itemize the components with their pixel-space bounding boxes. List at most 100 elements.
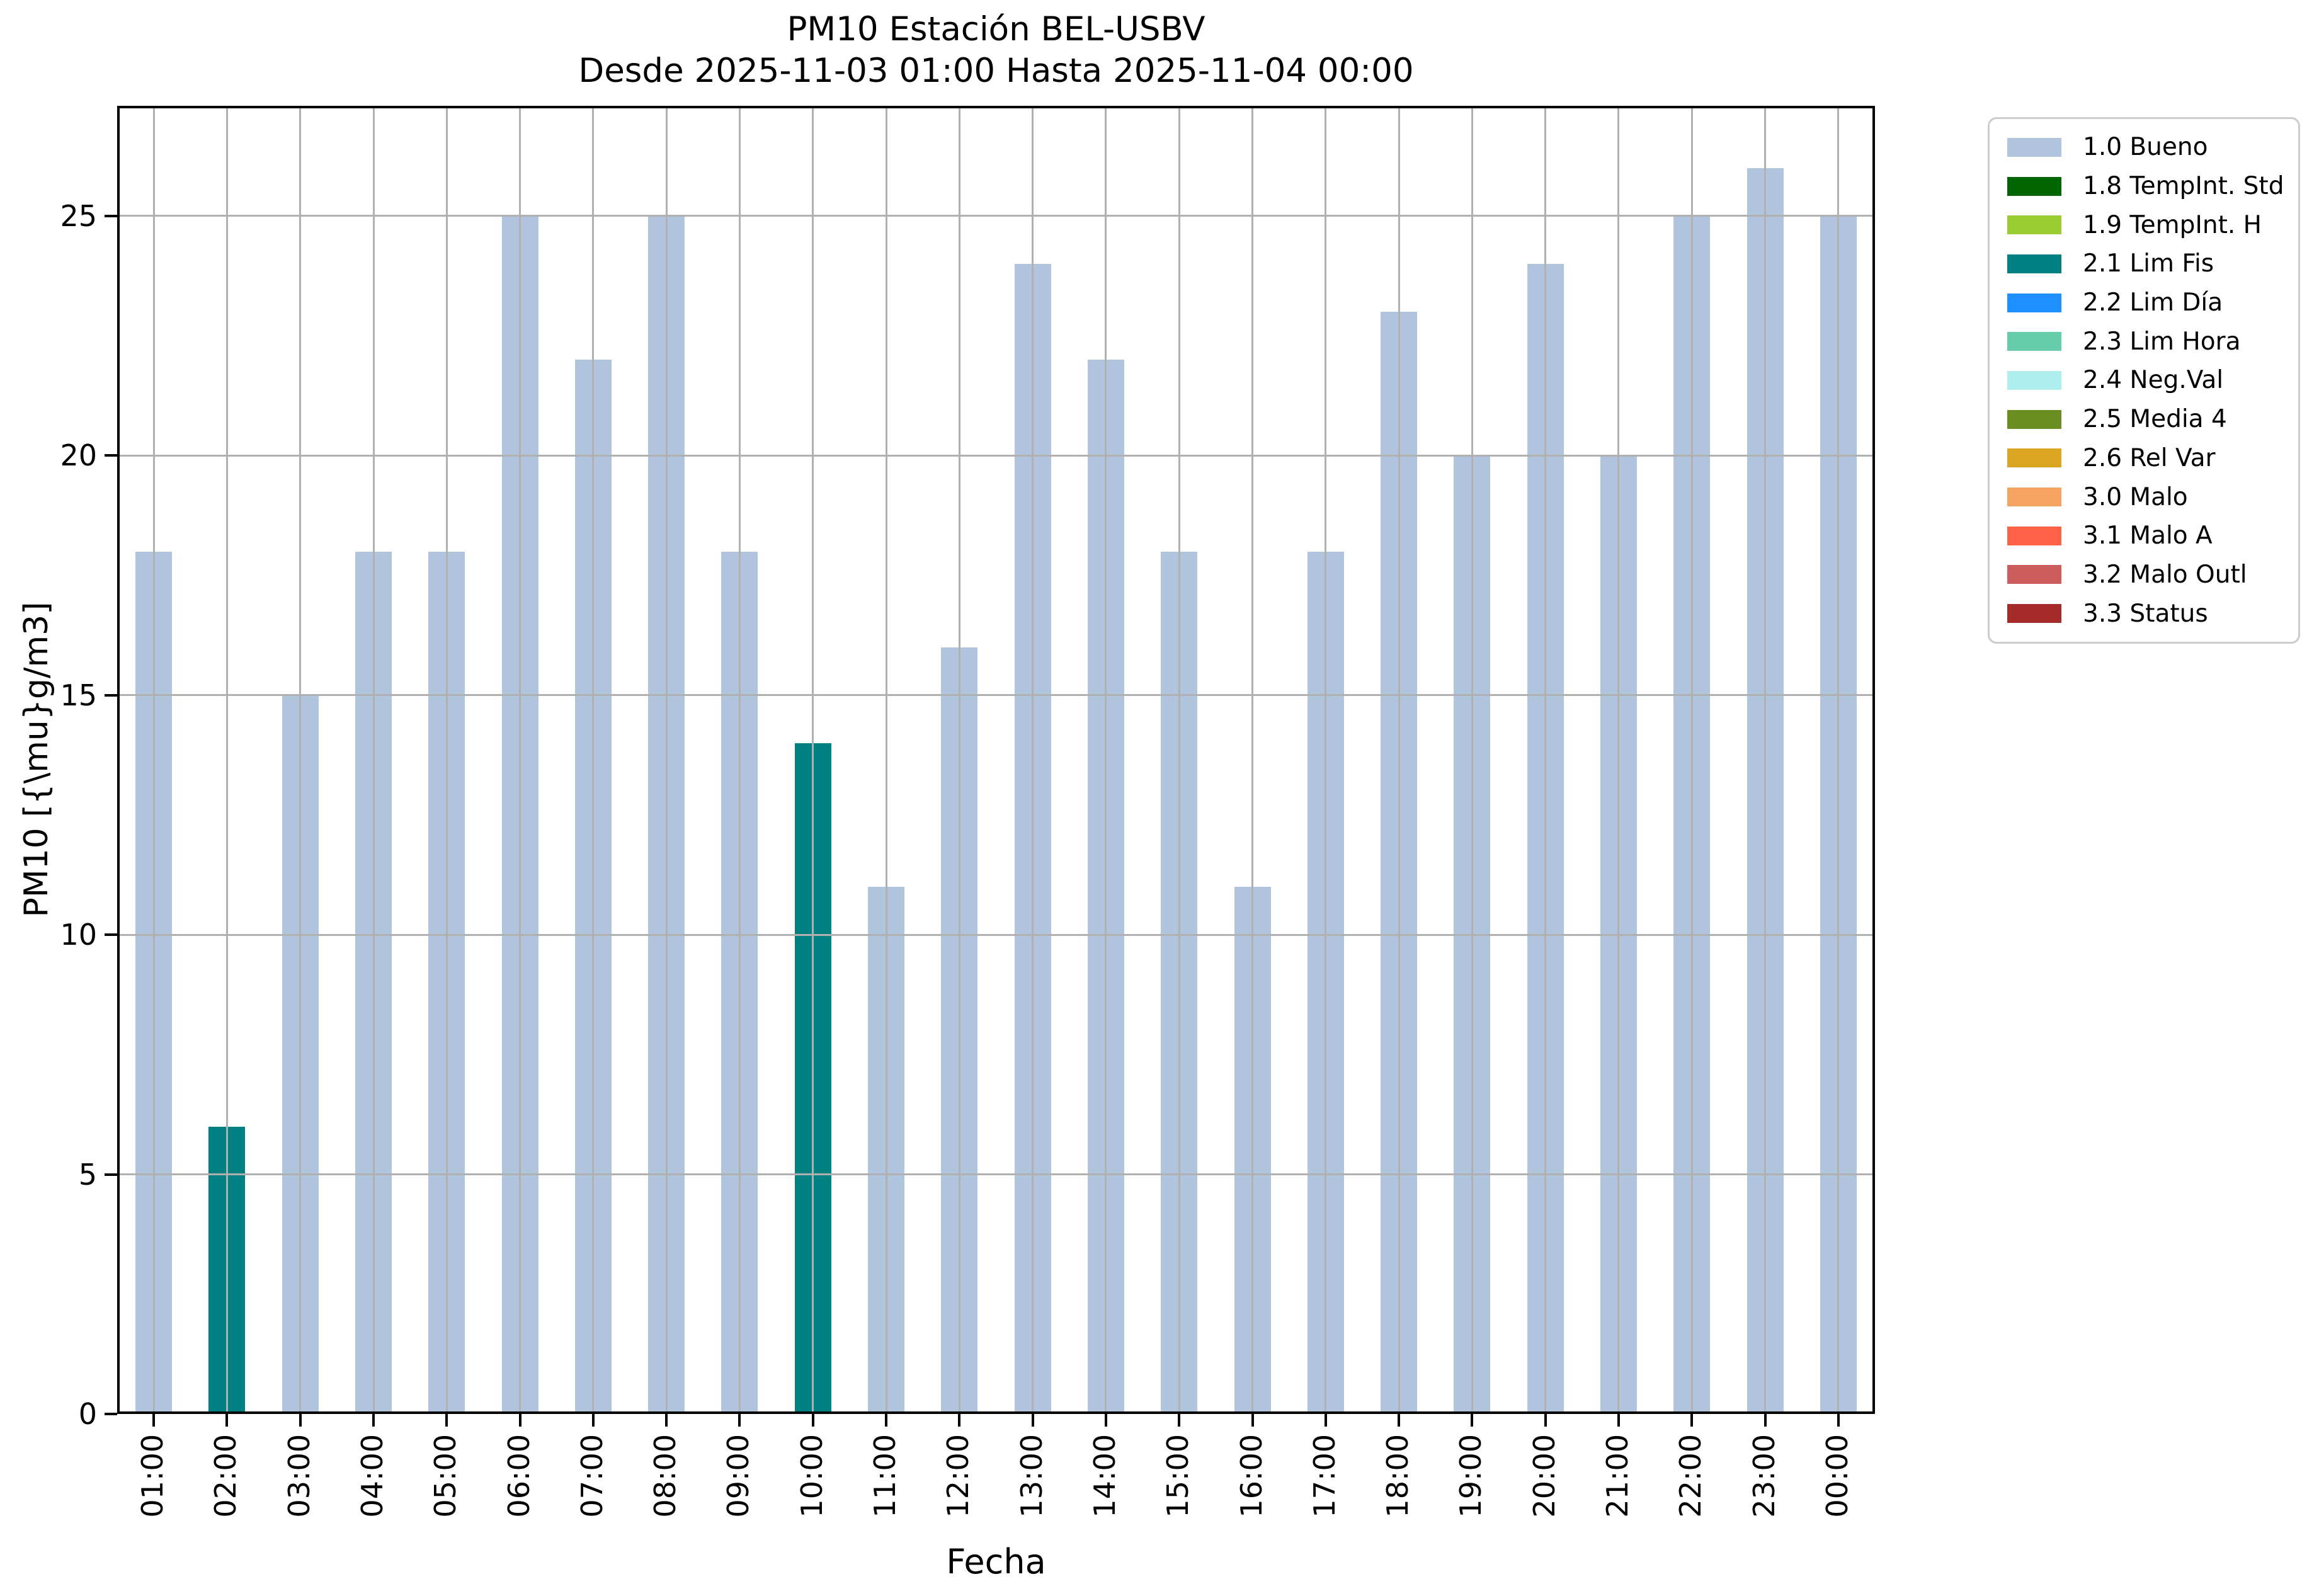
- legend-label: 2.3 Lim Hora: [2083, 327, 2241, 356]
- xtick-mark-17:00: [1324, 1414, 1327, 1427]
- xtick-label-10:00: 10:00: [794, 1434, 829, 1518]
- legend-item: 1.9 TempInt. H: [2007, 207, 2298, 243]
- xtick-label-00:00: 00:00: [1820, 1434, 1854, 1518]
- legend-label: 3.2 Malo Outl: [2083, 560, 2247, 589]
- legend-swatch-icon: [2007, 409, 2061, 429]
- legend-swatch-icon: [2007, 448, 2061, 468]
- left-spine: [117, 106, 120, 1414]
- xtick-label-16:00: 16:00: [1234, 1434, 1268, 1518]
- xtick-mark-14:00: [1104, 1414, 1107, 1427]
- ytick-label-20: 20: [60, 438, 97, 473]
- legend-item: 2.4 Neg.Val: [2007, 362, 2298, 399]
- ytick-mark-20: [105, 454, 117, 457]
- gridline-y-15: [117, 694, 1875, 697]
- xtick-mark-18:00: [1398, 1414, 1401, 1427]
- legend-label: 3.0 Malo: [2083, 482, 2188, 511]
- xtick-label-19:00: 19:00: [1454, 1434, 1488, 1518]
- xtick-mark-00:00: [1837, 1414, 1840, 1427]
- right-spine: [1872, 106, 1875, 1414]
- xtick-mark-12:00: [958, 1414, 961, 1427]
- legend-item: 3.3 Status: [2007, 595, 2298, 632]
- legend-item: 3.1 Malo A: [2007, 518, 2298, 554]
- xtick-mark-05:00: [445, 1414, 448, 1427]
- xtick-mark-11:00: [885, 1414, 888, 1427]
- legend-item: 2.5 Media 4: [2007, 401, 2298, 438]
- gridline-x-12:00: [958, 106, 960, 1414]
- xtick-mark-06:00: [518, 1414, 521, 1427]
- legend-item: 1.8 TempInt. Std: [2007, 168, 2298, 205]
- xtick-label-22:00: 22:00: [1673, 1434, 1708, 1518]
- xtick-mark-21:00: [1617, 1414, 1620, 1427]
- gridline-x-15:00: [1178, 106, 1180, 1414]
- gridline-x-08:00: [665, 106, 668, 1414]
- gridline-x-11:00: [885, 106, 887, 1414]
- gridline-x-09:00: [738, 106, 741, 1414]
- chart-title-line2: Desde 2025-11-03 01:00 Hasta 2025-11-04 …: [578, 52, 1414, 90]
- gridline-x-03:00: [299, 106, 302, 1414]
- xtick-label-01:00: 01:00: [135, 1434, 170, 1518]
- gridline-x-18:00: [1398, 106, 1400, 1414]
- legend-label: 1.8 TempInt. Std: [2083, 172, 2284, 201]
- legend-item: 3.2 Malo Outl: [2007, 556, 2298, 593]
- legend-label: 1.0 Bueno: [2083, 133, 2208, 162]
- legend-item: 2.2 Lim Día: [2007, 285, 2298, 321]
- xtick-label-04:00: 04:00: [355, 1434, 390, 1518]
- xtick-label-23:00: 23:00: [1746, 1434, 1781, 1518]
- xtick-mark-01:00: [152, 1414, 156, 1427]
- xtick-label-03:00: 03:00: [282, 1434, 316, 1518]
- gridline-x-17:00: [1325, 106, 1327, 1414]
- legend-swatch-icon: [2007, 176, 2061, 196]
- xtick-label-05:00: 05:00: [428, 1434, 463, 1518]
- xtick-mark-16:00: [1251, 1414, 1254, 1427]
- gridline-x-19:00: [1471, 106, 1473, 1414]
- chart-title: PM10 Estación BEL-USBV Desde 2025-11-03 …: [117, 9, 1875, 92]
- xtick-label-17:00: 17:00: [1307, 1434, 1342, 1518]
- legend-swatch-icon: [2007, 254, 2061, 273]
- gridline-x-01:00: [152, 106, 155, 1414]
- xtick-mark-23:00: [1763, 1414, 1767, 1427]
- legend-label: 2.2 Lim Día: [2083, 288, 2223, 317]
- xtick-label-06:00: 06:00: [501, 1434, 536, 1518]
- gridline-x-06:00: [519, 106, 521, 1414]
- xtick-label-21:00: 21:00: [1600, 1434, 1634, 1518]
- legend-swatch-icon: [2007, 526, 2061, 545]
- xtick-label-08:00: 08:00: [648, 1434, 683, 1518]
- gridline-y-10: [117, 933, 1875, 936]
- gridline-x-07:00: [592, 106, 595, 1414]
- ytick-label-15: 15: [60, 678, 97, 712]
- ytick-label-25: 25: [60, 198, 97, 233]
- ytick-mark-0: [105, 1413, 117, 1415]
- gridline-x-04:00: [372, 106, 375, 1414]
- legend-swatch-icon: [2007, 370, 2061, 390]
- ytick-mark-5: [105, 1173, 117, 1176]
- legend-label: 2.6 Rel Var: [2083, 443, 2216, 472]
- legend-label: 3.3 Status: [2083, 599, 2208, 628]
- legend-item: 2.3 Lim Hora: [2007, 323, 2298, 360]
- gridline-x-20:00: [1544, 106, 1547, 1414]
- xtick-label-20:00: 20:00: [1527, 1434, 1561, 1518]
- xtick-label-15:00: 15:00: [1161, 1434, 1195, 1518]
- legend-swatch-icon: [2007, 332, 2061, 351]
- legend-swatch-icon: [2007, 293, 2061, 312]
- xtick-label-18:00: 18:00: [1381, 1434, 1415, 1518]
- xtick-mark-08:00: [665, 1414, 668, 1427]
- x-axis-label: Fecha: [946, 1542, 1046, 1582]
- legend-label: 2.5 Media 4: [2083, 405, 2227, 434]
- xtick-label-14:00: 14:00: [1087, 1434, 1122, 1518]
- bottom-spine: [117, 1411, 1875, 1414]
- legend-label: 1.9 TempInt. H: [2083, 210, 2262, 239]
- legend-item: 3.0 Malo: [2007, 479, 2298, 515]
- xtick-label-07:00: 07:00: [574, 1434, 609, 1518]
- xtick-mark-03:00: [299, 1414, 302, 1427]
- xtick-mark-02:00: [225, 1414, 229, 1427]
- gridline-y-5: [117, 1173, 1875, 1176]
- legend-item: 1.0 Bueno: [2007, 129, 2298, 166]
- xtick-label-13:00: 13:00: [1014, 1434, 1049, 1518]
- xtick-mark-04:00: [372, 1414, 375, 1427]
- legend: 1.0 Bueno 1.8 TempInt. Std 1.9 TempInt. H 2…: [1988, 117, 2300, 644]
- xtick-label-09:00: 09:00: [721, 1434, 756, 1518]
- legend-item: 2.1 Lim Fis: [2007, 246, 2298, 282]
- ytick-mark-25: [105, 214, 117, 217]
- top-spine: [117, 106, 1875, 108]
